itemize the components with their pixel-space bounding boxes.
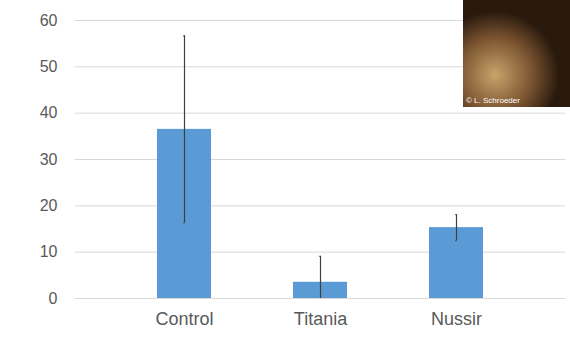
svg-text:10: 10 <box>40 243 58 260</box>
svg-text:30: 30 <box>40 151 58 168</box>
svg-text:60: 60 <box>40 12 58 29</box>
svg-text:0: 0 <box>49 290 58 307</box>
svg-text:Control: Control <box>155 309 213 329</box>
svg-text:50: 50 <box>40 58 58 75</box>
svg-text:Titania: Titania <box>294 309 348 329</box>
html-text:© L. Schroeder: © L. Schroeder <box>466 96 520 105</box>
svg-text:40: 40 <box>40 104 58 121</box>
svg-text:20: 20 <box>40 197 58 214</box>
svg-text:Nussir: Nussir <box>431 309 482 329</box>
